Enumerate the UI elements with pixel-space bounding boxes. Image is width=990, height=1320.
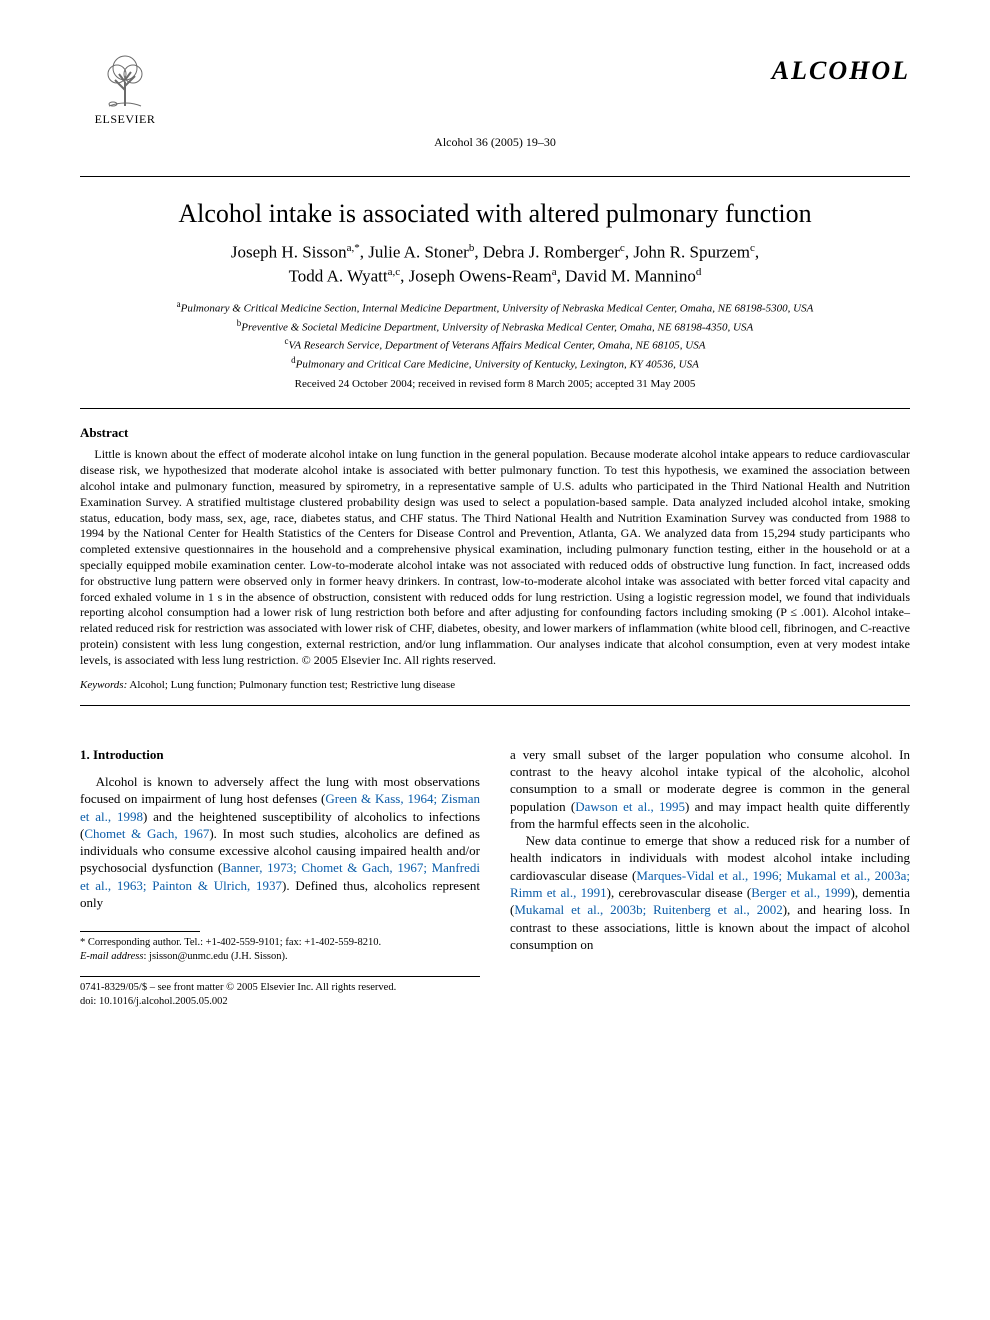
affiliation: bPreventive & Societal Medicine Departme… [80,317,910,336]
copyright-rule [80,976,480,977]
paragraph: New data continue to emerge that show a … [510,832,910,953]
abstract-heading: Abstract [80,425,910,441]
author-list: Joseph H. Sissona,*, Julie A. Stonerb, D… [80,241,910,288]
author: John R. Spurzem [633,243,750,262]
article-dates: Received 24 October 2004; received in re… [80,378,910,390]
keywords-text: Alcohol; Lung function; Pulmonary functi… [127,679,455,691]
footnote-email: E-mail address: jsisson@unmc.edu (J.H. S… [80,950,480,964]
author: Julie A. Stoner [368,243,469,262]
elsevier-tree-icon [95,50,155,110]
affiliation: dPulmonary and Critical Care Medicine, U… [80,354,910,373]
post-abstract-rule [80,705,910,706]
top-rule [80,176,910,177]
page-header: ELSEVIER ALCOHOL [80,50,910,127]
abstract-body: Little is known about the effect of mode… [80,447,910,669]
affiliation: cVA Research Service, Department of Vete… [80,335,910,354]
author: Todd A. Wyatt [289,266,388,285]
left-column: 1. Introduction Alcohol is known to adve… [80,746,480,1009]
copyright-line: 0741-8329/05/$ – see front matter © 2005… [80,981,480,995]
footnote-rule [80,931,200,932]
body-columns: 1. Introduction Alcohol is known to adve… [80,746,910,1009]
section-heading: 1. Introduction [80,746,480,763]
citation-link[interactable]: Chomet & Gach, 1967 [84,826,209,841]
footnote-corr: * Corresponding author. Tel.: +1-402-559… [80,936,480,950]
author-affil-sup: a,* [347,242,360,254]
citation-link[interactable]: Berger et al., 1999 [751,885,850,900]
author: Joseph Owens-Ream [409,266,552,285]
publisher-block: ELSEVIER [80,50,170,127]
author-affil-sup: d [696,266,702,278]
author: Joseph H. Sisson [231,243,347,262]
citation-link[interactable]: Mukamal et al., 2003b; Ruitenberg et al.… [514,902,782,917]
author: Debra J. Romberger [483,243,620,262]
pre-abstract-rule [80,408,910,409]
article-title: Alcohol intake is associated with altere… [80,199,910,229]
citation-line: Alcohol 36 (2005) 19–30 [80,135,910,150]
paragraph: Alcohol is known to adversely affect the… [80,773,480,911]
affiliation: aPulmonary & Critical Medicine Section, … [80,298,910,317]
publisher-name: ELSEVIER [95,112,156,127]
corresponding-footnote: * Corresponding author. Tel.: +1-402-559… [80,936,480,963]
author: David M. Mannino [565,266,696,285]
keywords: Keywords: Alcohol; Lung function; Pulmon… [80,679,910,691]
paragraph: a very small subset of the larger popula… [510,746,910,832]
journal-name: ALCOHOL [772,50,910,86]
affiliations: aPulmonary & Critical Medicine Section, … [80,298,910,372]
author-affil-sup: a,c [388,266,401,278]
doi-line: doi: 10.1016/j.alcohol.2005.05.002 [80,995,480,1009]
right-column: a very small subset of the larger popula… [510,746,910,1009]
citation-link[interactable]: Dawson et al., 1995 [575,799,685,814]
keywords-label: Keywords: [80,679,127,691]
